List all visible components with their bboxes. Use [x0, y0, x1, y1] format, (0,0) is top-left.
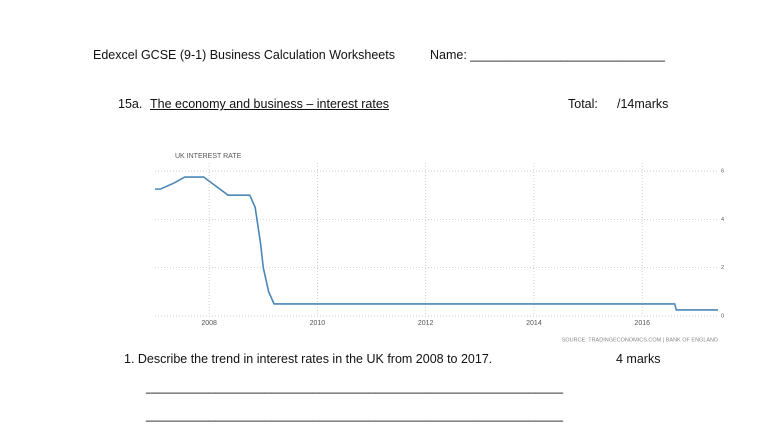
- y-tick-label: 6: [721, 168, 724, 174]
- question: 1. Describe the trend in interest rates …: [124, 352, 493, 366]
- worksheet-title: Edexcel GCSE (9-1) Business Calculation …: [93, 48, 395, 62]
- question-marks: 4 marks: [616, 352, 661, 366]
- x-tick-label: 2012: [418, 320, 434, 327]
- total-marks: /14marks: [617, 97, 669, 111]
- x-tick-label: 2016: [634, 320, 650, 327]
- section-title: The economy and business – interest rate…: [150, 97, 390, 111]
- answer-line: ________________________________________…: [146, 380, 564, 394]
- y-tick-label: 4: [721, 217, 724, 223]
- y-tick-label: 2: [721, 265, 724, 271]
- chart-source: SOURCE: TRADINGECONOMICS.COM | BANK OF E…: [562, 337, 718, 343]
- name-field: Name: ____________________________: [430, 48, 665, 62]
- answer-line: ________________________________________…: [146, 408, 564, 422]
- x-tick-label: 2010: [310, 320, 326, 327]
- total-label: Total:: [568, 97, 598, 111]
- x-tick-label: 2008: [201, 320, 217, 327]
- y-tick-label: 0: [721, 313, 724, 319]
- data-line: [155, 176, 718, 311]
- x-tick-label: 2014: [526, 320, 542, 327]
- section-number: 15a.: [118, 97, 143, 111]
- chart-title: UK INTEREST RATE: [175, 153, 242, 160]
